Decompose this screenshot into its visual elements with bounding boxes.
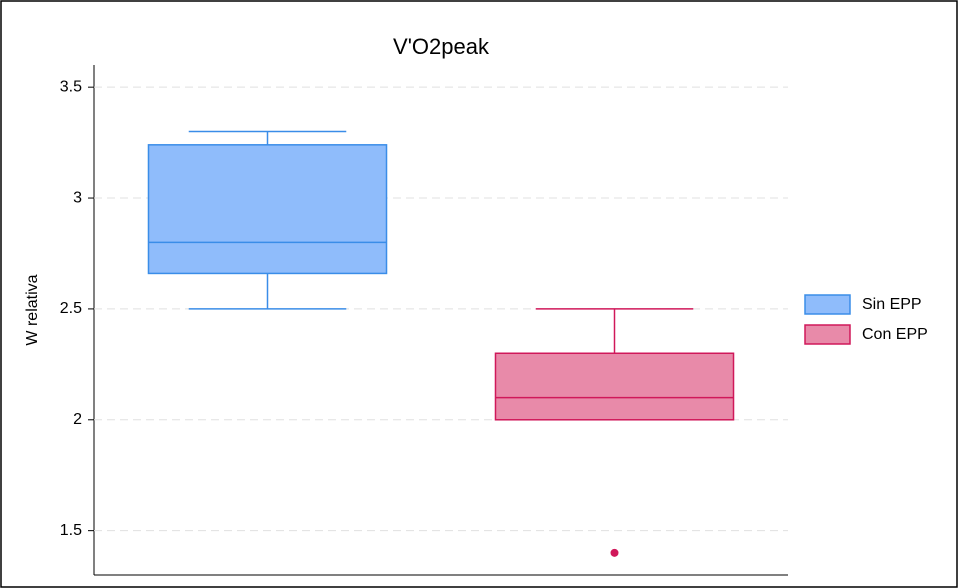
legend-swatch — [804, 294, 851, 315]
y-tick-label: 3.5 — [60, 78, 82, 95]
y-tick-label: 2.5 — [60, 300, 82, 317]
box — [494, 352, 735, 421]
y-axis-label: W relativa — [24, 274, 41, 345]
legend-label: Con EPP — [862, 326, 928, 343]
legend-swatch — [804, 324, 851, 345]
legend-label: Sin EPP — [862, 296, 922, 313]
y-tick-label: 2 — [73, 411, 82, 428]
box — [147, 144, 388, 275]
chart-title: V'O2peak — [393, 34, 490, 59]
y-tick-label: 3 — [73, 189, 82, 206]
y-tick-label: 1.5 — [60, 522, 82, 539]
outlier — [610, 548, 619, 557]
